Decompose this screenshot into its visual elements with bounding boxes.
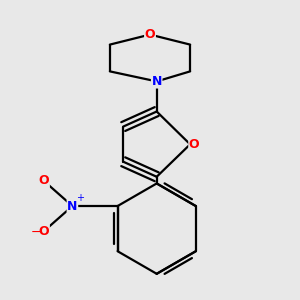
Text: O: O <box>39 175 49 188</box>
Text: −: − <box>30 226 41 239</box>
Text: N: N <box>67 200 78 212</box>
Text: O: O <box>189 138 200 151</box>
Text: N: N <box>152 75 162 88</box>
Text: O: O <box>145 28 155 41</box>
Text: +: + <box>76 193 84 203</box>
Text: O: O <box>39 225 49 238</box>
